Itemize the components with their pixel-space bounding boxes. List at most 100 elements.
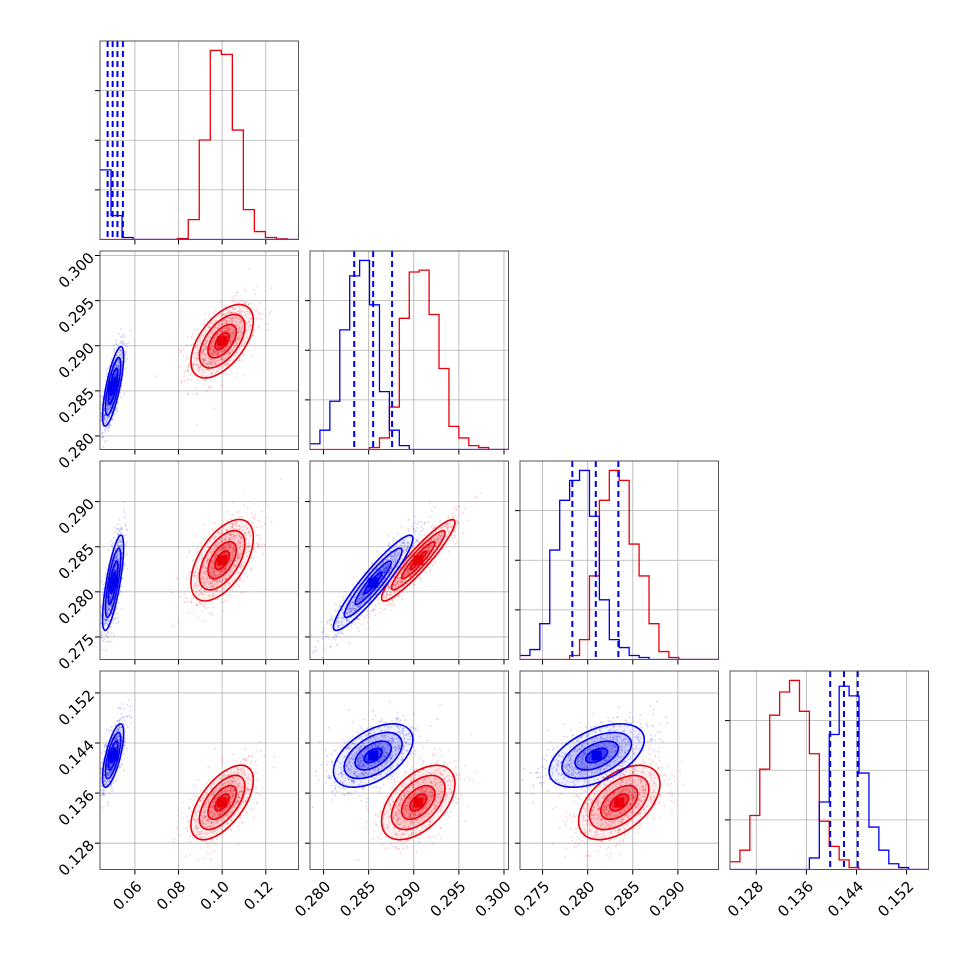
scatter-point: [455, 509, 458, 511]
scatter-point: [224, 584, 227, 586]
scatter-point: [203, 359, 206, 362]
scatter-point: [225, 544, 228, 547]
scatter-point: [392, 602, 394, 605]
scatter-point: [238, 358, 241, 361]
scatter-point: [193, 585, 196, 588]
scatter-point: [226, 347, 229, 350]
scatter-point: [210, 358, 213, 361]
scatter-point: [189, 600, 192, 603]
scatter-point: [114, 617, 117, 620]
scatter-point: [212, 567, 215, 570]
scatter-point: [205, 345, 207, 348]
scatter-point: [193, 574, 196, 577]
scatter-point: [361, 614, 363, 617]
scatter-point: [199, 337, 202, 339]
scatter-point: [270, 310, 272, 313]
scatter-point: [101, 436, 104, 439]
scatter-point: [430, 525, 433, 528]
scatter-point: [109, 424, 112, 427]
scatter-point: [247, 304, 250, 307]
scatter-point: [121, 340, 124, 343]
scatter-point: [118, 533, 120, 535]
scatter-point: [188, 571, 191, 573]
scatter-point: [120, 327, 123, 330]
scatter-point: [223, 350, 225, 353]
scatter-point: [119, 348, 122, 351]
scatter-point: [206, 559, 209, 562]
scatter-point: [236, 554, 239, 557]
scatter-point: [220, 570, 223, 573]
scatter-point: [103, 616, 106, 619]
scatter-point: [125, 342, 128, 345]
scatter-point: [224, 567, 227, 570]
scatter-point: [221, 589, 224, 592]
scatter-point: [238, 534, 241, 537]
scatter-point: [208, 347, 211, 350]
scatter-point: [107, 631, 109, 633]
scatter-point: [392, 537, 395, 540]
scatter-point: [250, 569, 253, 572]
scatter-point: [110, 632, 113, 635]
scatter-point: [223, 348, 226, 351]
scatter-point: [102, 639, 104, 642]
scatter-point: [206, 545, 209, 548]
scatter-point: [239, 541, 242, 544]
scatter-point: [253, 530, 256, 533]
scatter-point: [228, 582, 231, 585]
scatter-point: [229, 554, 232, 557]
scatter-point: [109, 596, 112, 599]
scatter-point: [248, 533, 251, 535]
scatter-point: [247, 321, 250, 323]
scatter-point: [117, 544, 120, 547]
scatter-point: [236, 525, 239, 528]
scatter-point: [237, 557, 240, 560]
scatter-point: [209, 586, 211, 589]
scatter-point: [115, 373, 118, 376]
scatter-point: [363, 616, 366, 619]
scatter-point: [480, 491, 482, 494]
scatter-point: [224, 318, 226, 321]
scatter-point: [120, 388, 122, 391]
scatter-point: [245, 555, 248, 558]
scatter-point: [245, 537, 247, 540]
scatter-point: [228, 320, 231, 323]
scatter-point: [206, 362, 208, 365]
scatter-point: [229, 335, 232, 338]
scatter-point: [116, 532, 119, 535]
scatter-point: [239, 538, 242, 541]
scatter-point: [126, 567, 129, 570]
scatter-point: [122, 568, 125, 571]
scatter-point: [118, 545, 121, 547]
scatter-point: [225, 327, 228, 330]
scatter-point: [213, 536, 216, 539]
scatter-point: [125, 534, 128, 537]
scatter-point: [108, 398, 111, 401]
scatter-point: [117, 539, 120, 542]
scatter-point: [270, 520, 273, 523]
scatter-point: [203, 584, 206, 586]
scatter-point: [230, 337, 233, 339]
scatter-point: [209, 551, 212, 554]
scatter-point: [241, 579, 244, 582]
scatter-point: [208, 531, 210, 534]
scatter-point: [212, 560, 215, 563]
scatter-point: [219, 538, 222, 541]
scatter-point: [210, 574, 212, 577]
scatter-point: [212, 312, 215, 315]
scatter-point: [366, 621, 369, 624]
scatter-point: [228, 320, 231, 323]
scatter-point: [121, 354, 123, 357]
scatter-point: [231, 318, 234, 321]
scatter-point: [226, 356, 229, 359]
scatter-point: [213, 569, 216, 572]
scatter-point: [239, 311, 242, 313]
scatter-point: [214, 330, 217, 333]
scatter-point: [228, 359, 231, 362]
scatter-point: [113, 373, 116, 376]
scatter-point: [116, 558, 119, 561]
scatter-point: [196, 358, 199, 361]
scatter-point: [368, 613, 371, 615]
scatter-point: [120, 526, 123, 529]
scatter-point: [235, 564, 238, 566]
scatter-point: [391, 599, 394, 602]
